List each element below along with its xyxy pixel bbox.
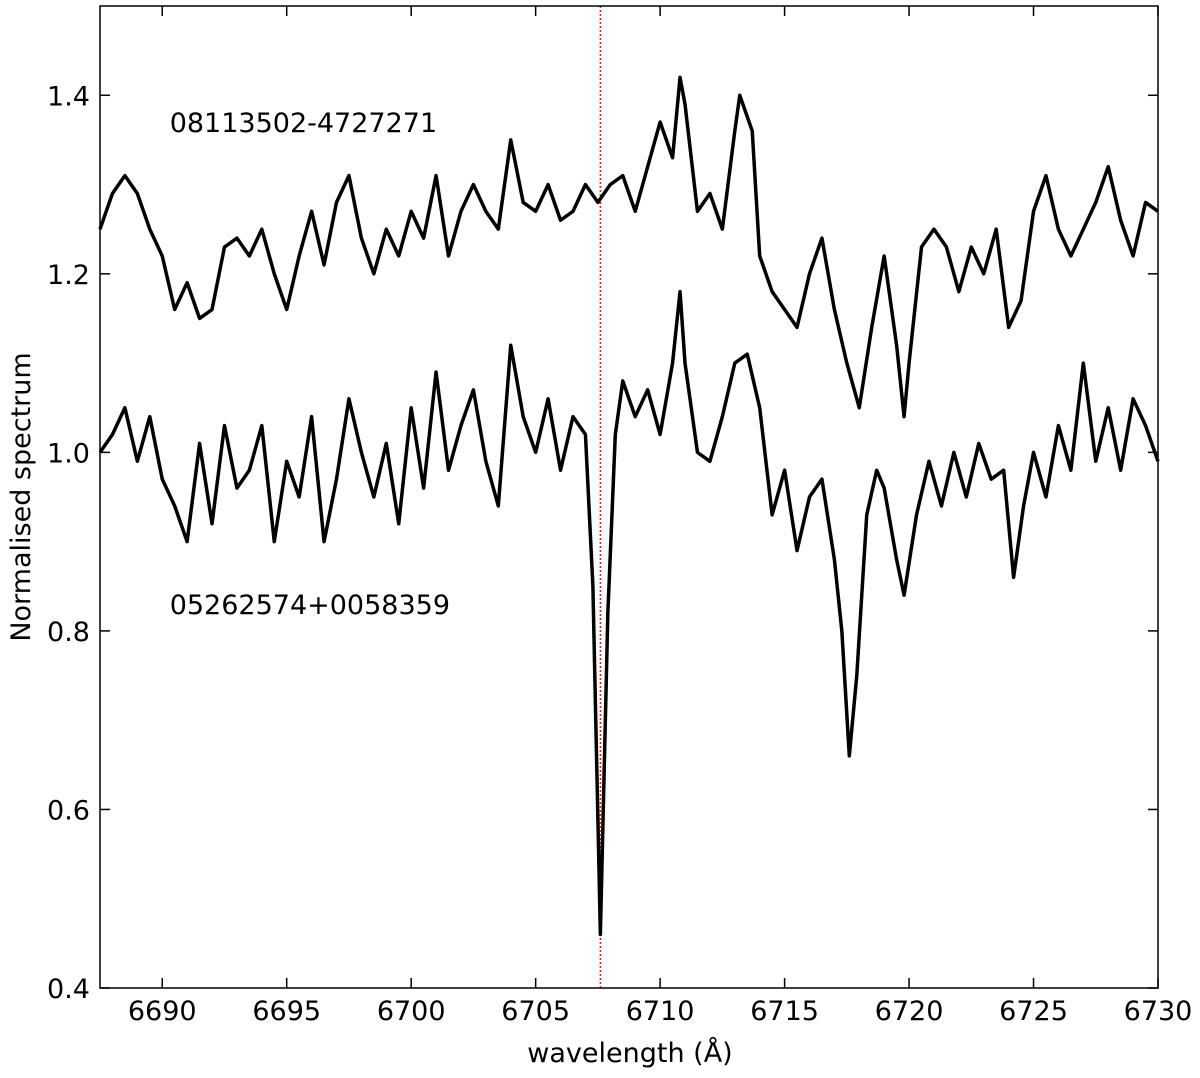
y-tick-label: 1.0: [47, 438, 90, 469]
annotation: 05262574+0058359: [170, 590, 450, 621]
x-tick-label: 6715: [750, 996, 819, 1027]
x-tick-label: 6730: [1124, 996, 1193, 1027]
spectrum-line: [98, 75, 1160, 419]
x-tick-label: 6695: [252, 996, 321, 1027]
x-tick-label: 6705: [501, 996, 570, 1027]
y-tick-label: 0.4: [47, 974, 90, 1005]
y-axis-label: Normalised spectrum: [6, 352, 37, 641]
spectrum-line: [98, 289, 1160, 937]
x-axis-label: wavelength (Å): [527, 1037, 732, 1069]
x-tick-label: 6720: [875, 996, 944, 1027]
plot-frame: [99, 5, 1159, 989]
x-tick-label: 6710: [626, 996, 695, 1027]
y-tick-label: 0.6: [47, 795, 90, 826]
x-tick-label: 6690: [128, 996, 197, 1027]
x-tick-label: 6725: [999, 996, 1068, 1027]
y-tick-label: 1.4: [47, 81, 90, 112]
y-tick-label: 1.2: [47, 260, 90, 291]
y-tick-label: 0.8: [47, 617, 90, 648]
annotation: 08113502-4727271: [170, 108, 437, 139]
x-tick-label: 6700: [377, 996, 446, 1027]
